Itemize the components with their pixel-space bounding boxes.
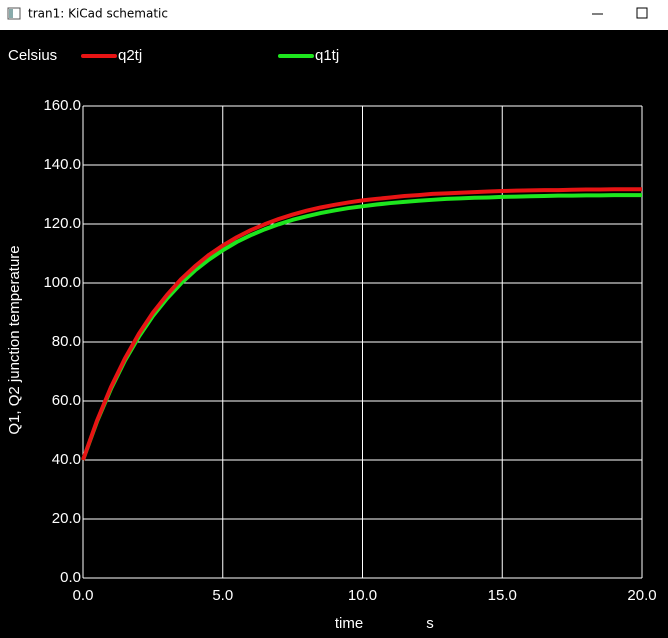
- x-axis-label: time: [335, 615, 363, 632]
- y-tick-label: 0.0: [60, 569, 81, 586]
- series-line: [81, 193, 642, 461]
- x-tick-label: 10.0: [348, 587, 377, 604]
- x-tick-label: 0.0: [73, 587, 94, 604]
- y-tick-label: 120.0: [43, 215, 81, 232]
- y-tick-label: 140.0: [43, 156, 81, 173]
- x-tick-label: 15.0: [488, 587, 517, 604]
- legend-label: q1tj: [315, 47, 339, 64]
- title-bar: [0, 0, 668, 30]
- y-tick-label: 60.0: [52, 392, 81, 409]
- y-tick-label: 80.0: [52, 333, 81, 350]
- x-unit: s: [426, 615, 434, 632]
- plot-background: [0, 30, 668, 638]
- y-tick-label: 40.0: [52, 451, 81, 468]
- x-tick-label: 5.0: [212, 587, 233, 604]
- x-tick-label: 20.0: [627, 587, 656, 604]
- app-icon: [7, 7, 21, 20]
- y-tick-label: 20.0: [52, 510, 81, 527]
- legend-label: q2tj: [118, 47, 142, 64]
- window-title: tran1: KiCad schematic: [28, 7, 168, 21]
- y-tick-label: 100.0: [43, 274, 81, 291]
- series-line: [81, 187, 642, 461]
- y-tick-label: 160.0: [43, 97, 81, 114]
- y-unit: Celsius: [8, 47, 57, 64]
- maximize-button[interactable]: [636, 7, 648, 19]
- y-axis-label: Q1, Q2 junction temperature: [6, 245, 23, 434]
